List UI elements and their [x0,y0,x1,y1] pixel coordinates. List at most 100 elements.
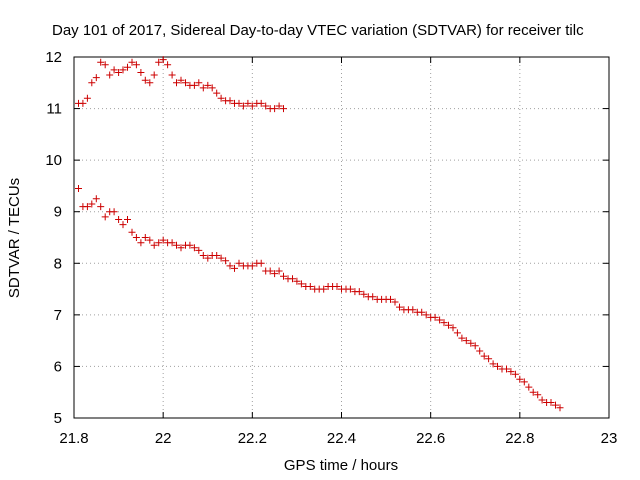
data-point [159,236,167,244]
x-tick-label: 22.6 [416,430,445,447]
data-point [213,252,221,259]
data-point [436,316,444,324]
data-point [516,375,524,383]
x-tick-label: 22 [155,430,172,447]
data-point [271,105,279,113]
data-point [396,303,403,311]
series-upper [75,56,287,113]
data-point [453,329,461,337]
data-point [204,254,212,262]
data-point [97,203,105,211]
data-point [106,71,114,79]
data-point [244,99,252,107]
data-point [199,252,207,259]
data-point [280,272,287,280]
data-point [101,213,109,221]
data-point [507,368,515,376]
data-point [195,246,203,254]
data-point [177,244,185,252]
data-point [182,79,189,87]
data-point [289,275,296,283]
data-point [409,306,417,314]
data-point [137,239,145,247]
data-point [213,89,221,97]
data-point [119,221,127,229]
data-point [489,360,497,368]
data-point [525,383,533,391]
data-point [538,396,546,404]
data-point [124,63,131,71]
y-tick-label: 10 [45,152,62,169]
y-axis-label: SDTVAR / TECUs [6,178,23,298]
data-point [128,228,136,236]
data-point [217,254,225,262]
data-point [494,362,501,370]
series-lower [75,185,564,412]
data-point [92,74,100,82]
y-tick-label: 7 [54,307,62,324]
data-point [159,56,167,64]
data-point [217,94,225,102]
chart-title: Day 101 of 2017, Sidereal Day-to-day VTE… [52,22,584,39]
data-point [520,378,528,386]
data-point [440,319,448,327]
data-point [458,334,466,342]
x-tick-label: 22.4 [327,430,356,447]
data-point [119,66,127,74]
axis-ticks: 21.8 22 22.2 22.4 22.6 22.8 23 5 6 7 8 9 10 11 12 [45,49,617,447]
data-point [346,285,354,293]
data-point [248,102,256,110]
data-point [320,285,328,293]
data-point [146,236,154,244]
data-point [235,259,243,267]
data-point [226,262,234,270]
data-points [75,56,564,412]
data-point [226,97,234,105]
data-point [173,79,180,87]
data-point [115,69,123,76]
data-point [235,99,243,107]
data-point [199,84,207,92]
data-point [110,66,118,74]
x-tick-label: 23 [601,430,618,447]
data-point [552,401,559,409]
data-point [239,102,247,110]
data-point [75,185,82,192]
data-point [150,241,158,249]
data-point [83,203,91,211]
data-point [480,352,488,360]
data-point [124,216,131,223]
data-point [556,404,564,412]
data-point [146,79,154,87]
data-point [534,391,542,399]
data-point [204,81,212,89]
y-tick-label: 9 [54,204,62,221]
data-point [369,293,377,301]
data-point [195,79,203,87]
data-point [248,262,256,270]
data-point [150,71,158,79]
data-point [262,102,270,110]
data-point [155,239,163,247]
y-tick-label: 8 [54,255,62,272]
data-point [222,257,230,265]
data-point [293,277,301,285]
data-point [141,76,149,84]
data-point [79,99,87,107]
data-point [431,313,439,321]
data-point [101,61,109,69]
data-point [360,290,368,298]
y-tick-label: 6 [54,358,62,375]
x-tick-label: 21.8 [59,430,88,447]
data-point [511,370,519,378]
data-point [128,58,136,66]
data-point [186,241,194,249]
data-point [391,298,399,306]
data-point [141,234,149,241]
data-point [97,58,105,66]
data-point [132,61,140,69]
y-tick-label: 5 [54,410,62,427]
data-point [333,283,341,290]
data-point [231,264,238,272]
